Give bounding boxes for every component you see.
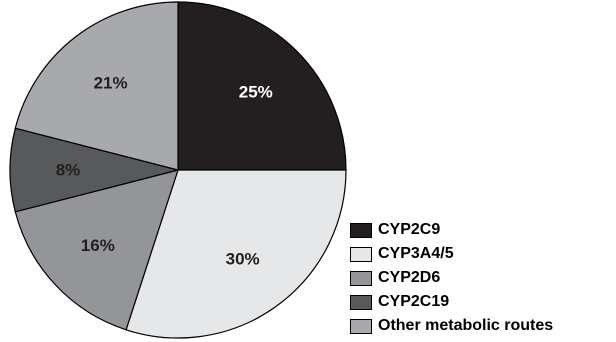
pie-slice-label-cyp2d6: 16% — [81, 236, 115, 255]
pie-slice-label-other-metabolic-routes: 21% — [94, 74, 128, 93]
legend-item-cyp2c9: CYP2C9 — [350, 218, 553, 242]
legend-label: CYP2C19 — [378, 293, 450, 310]
legend-label: CYP2D6 — [378, 269, 441, 286]
legend-label: Other metabolic routes — [378, 317, 554, 334]
legend-item-other-metabolic-routes: Other metabolic routes — [350, 314, 553, 338]
chart-legend: CYP2C9 CYP3A4/5 CYP2D6 CYP2C19 Other metabol… — [350, 218, 553, 338]
pie-slice-cyp3a4-5 — [125, 169, 347, 339]
pie-slice-other-metabolic-routes — [14, 1, 179, 171]
legend-swatch — [350, 318, 372, 334]
pie-slice-label-cyp2c9: 25% — [239, 83, 273, 102]
pie-slices — [9, 1, 347, 339]
legend-label: CYP3A4/5 — [378, 245, 454, 262]
legend-item-cyp2c19: CYP2C19 — [350, 290, 553, 314]
legend-item-cyp2d6: CYP2D6 — [350, 266, 553, 290]
legend-swatch — [350, 222, 372, 238]
legend-item-cyp3a4-5: CYP3A4/5 — [350, 242, 553, 266]
legend-label: CYP2C9 — [378, 221, 441, 238]
pie-slice-label-cyp2c19: 8% — [56, 161, 81, 180]
pie-slice-cyp2c9 — [177, 1, 347, 171]
legend-swatch — [350, 294, 372, 310]
legend-swatch — [350, 246, 372, 262]
pie-slice-label-cyp3a4-5: 30% — [226, 249, 260, 268]
pie-slice-labels: 25% 30% 16% 8% 21% — [56, 74, 273, 269]
pie-slice-cyp2d6 — [14, 169, 179, 331]
legend-swatch — [350, 270, 372, 286]
